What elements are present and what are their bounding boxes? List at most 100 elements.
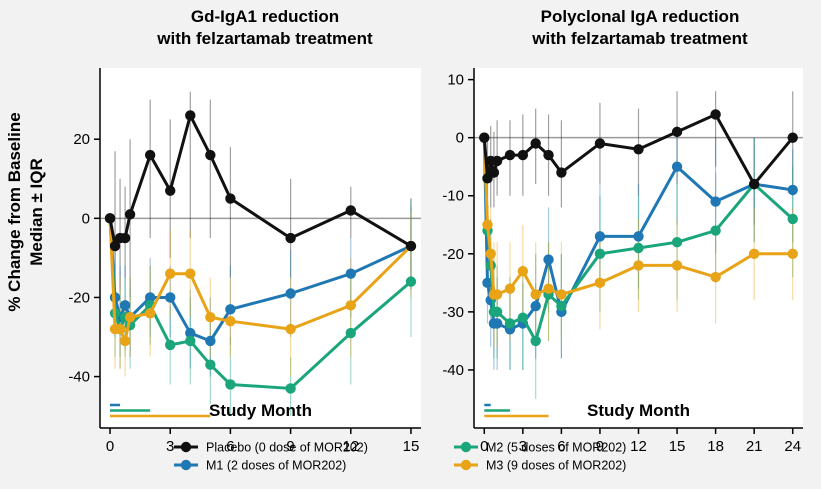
x-tick-label: 24 bbox=[784, 438, 801, 455]
x-tick-label: 12 bbox=[630, 438, 647, 455]
data-point bbox=[787, 248, 798, 260]
y-tick-label: -40 bbox=[442, 362, 464, 379]
panel-gd-iga1: Gd-IgA1 reduction with felzartamab treat… bbox=[68, 7, 421, 455]
data-point bbox=[345, 327, 356, 339]
data-point bbox=[185, 110, 196, 121]
data-point bbox=[119, 300, 131, 311]
data-point bbox=[124, 209, 136, 220]
data-point bbox=[144, 308, 156, 319]
data-point bbox=[594, 248, 606, 260]
data-point bbox=[530, 138, 541, 149]
y-axis-label-line-2: Median ± IQR bbox=[27, 158, 46, 266]
data-point bbox=[205, 335, 216, 347]
data-point bbox=[114, 323, 126, 335]
plot-area: 10 0 -10 -20 -30 -40 0 3 6 9 12 15 18 21 24 Study Month bbox=[442, 68, 803, 455]
data-point bbox=[504, 318, 516, 329]
legend-label: M3 (9 doses of MOR202) bbox=[486, 459, 626, 473]
data-point bbox=[225, 193, 236, 204]
data-point bbox=[345, 300, 356, 311]
data-point bbox=[488, 167, 500, 178]
y-tick-label: -20 bbox=[442, 246, 464, 263]
series-line-placebo bbox=[482, 112, 794, 186]
data-point bbox=[491, 155, 503, 167]
x-tick-label: 0 bbox=[106, 438, 114, 455]
data-point bbox=[517, 312, 529, 323]
chart-title-line-1: Polyclonal IgA reduction bbox=[541, 7, 740, 26]
y-tick-label: 0 bbox=[82, 210, 90, 227]
data-point bbox=[594, 277, 606, 289]
data-point bbox=[225, 304, 236, 315]
data-point bbox=[671, 161, 683, 172]
data-point bbox=[144, 292, 156, 303]
legend: Placebo (0 dose of MOR202) M1 (2 doses of… bbox=[174, 441, 626, 473]
y-tick-label: 0 bbox=[456, 130, 464, 147]
data-point bbox=[633, 260, 644, 271]
x-tick-label: 3 bbox=[166, 438, 174, 455]
data-point bbox=[109, 240, 121, 252]
data-point bbox=[285, 232, 296, 244]
plot-background bbox=[100, 68, 421, 428]
x-tick-label: 9 bbox=[286, 438, 294, 455]
y-tick-label: -20 bbox=[68, 289, 90, 306]
data-point bbox=[205, 149, 216, 161]
data-point bbox=[482, 277, 493, 289]
x-tick-label: 9 bbox=[596, 438, 604, 455]
y-tick-label: 10 bbox=[447, 72, 464, 89]
series-line-m3 bbox=[482, 137, 793, 296]
data-point bbox=[345, 205, 356, 216]
legend-swatch-marker bbox=[460, 459, 472, 471]
data-point bbox=[165, 268, 176, 279]
x-tick-label: 15 bbox=[403, 438, 420, 455]
data-point bbox=[185, 268, 196, 279]
data-point bbox=[491, 306, 503, 318]
legend-item: M3 (9 doses of MOR202) bbox=[454, 459, 626, 473]
data-point bbox=[671, 260, 683, 271]
data-point bbox=[710, 225, 721, 236]
data-point bbox=[225, 315, 236, 327]
data-point bbox=[285, 323, 296, 335]
chart-title-line-2: with felzartamab treatment bbox=[156, 29, 373, 48]
data-point bbox=[491, 318, 503, 329]
chart-title-line-2: with felzartamab treatment bbox=[531, 29, 748, 48]
data-point bbox=[594, 138, 606, 149]
data-point bbox=[748, 178, 760, 190]
data-point bbox=[185, 327, 196, 339]
x-tick-label: 6 bbox=[557, 438, 565, 455]
x-tick-label: 18 bbox=[707, 438, 724, 455]
data-point bbox=[543, 149, 554, 161]
legend-label: M1 (2 doses of MOR202) bbox=[206, 459, 346, 473]
data-point bbox=[633, 231, 644, 242]
chart-title-line-1: Gd-IgA1 reduction bbox=[191, 7, 339, 26]
data-point bbox=[556, 300, 567, 312]
legend-swatch-marker bbox=[180, 441, 192, 453]
x-axis-label: Study Month bbox=[587, 401, 690, 420]
y-tick-label: -10 bbox=[442, 188, 464, 205]
data-point bbox=[405, 276, 417, 287]
data-point bbox=[543, 254, 554, 265]
x-tick-label: 3 bbox=[519, 438, 527, 455]
legend-item: Placebo (0 dose of MOR202) bbox=[174, 441, 368, 455]
data-point bbox=[285, 383, 296, 394]
legend-label: Placebo (0 dose of MOR202) bbox=[206, 441, 368, 455]
data-point bbox=[119, 232, 131, 244]
legend-swatch-marker bbox=[180, 459, 192, 471]
data-point bbox=[485, 248, 496, 260]
data-point bbox=[517, 149, 529, 161]
data-point bbox=[225, 379, 236, 390]
data-point bbox=[482, 219, 493, 230]
data-point bbox=[556, 167, 567, 178]
x-tick-label: 0 bbox=[480, 438, 488, 455]
data-point bbox=[530, 300, 541, 312]
plot-area: 20 0 -20 -40 0 3 6 9 12 15 Study Month bbox=[68, 68, 421, 455]
x-tick-label: 15 bbox=[669, 438, 686, 455]
data-point bbox=[165, 292, 176, 303]
x-tick-label: 12 bbox=[342, 438, 359, 455]
legend-label: M2 (5 doses of MOR202) bbox=[486, 441, 626, 455]
data-point bbox=[671, 126, 683, 138]
data-point bbox=[633, 144, 644, 155]
x-tick-label: 21 bbox=[746, 438, 763, 455]
data-point bbox=[205, 312, 216, 323]
data-point bbox=[285, 288, 296, 299]
data-point bbox=[119, 335, 131, 347]
